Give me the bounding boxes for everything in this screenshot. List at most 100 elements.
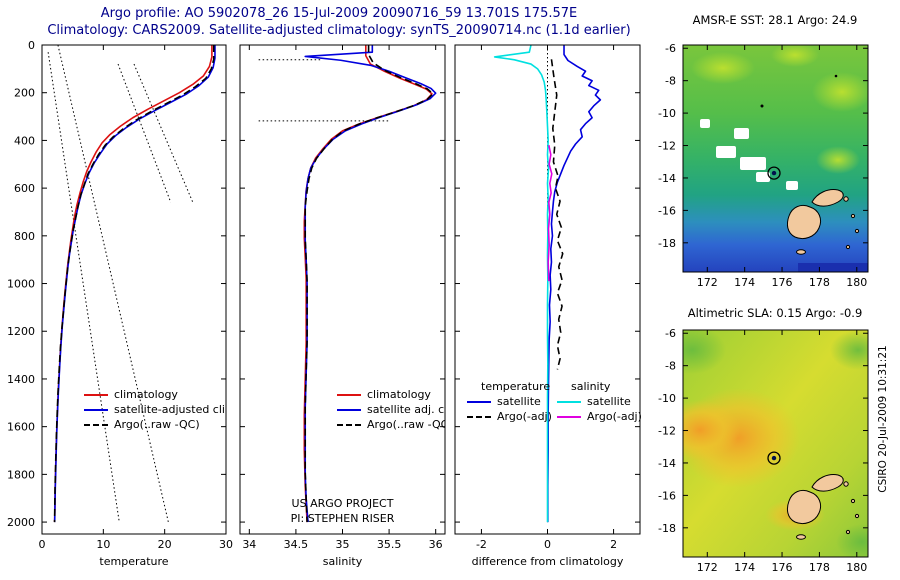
svg-text:10: 10	[96, 538, 110, 551]
legend-line-climatology	[84, 393, 108, 396]
sla-map-title: Altimetric SLA: 0.15 Argo: -0.9	[687, 306, 863, 320]
svg-text:-14: -14	[658, 172, 676, 185]
svg-text:1800: 1800	[7, 468, 35, 481]
project-note-line1: US ARGO PROJECT	[291, 497, 394, 510]
svg-text:400: 400	[14, 134, 35, 147]
cold-water-bar	[798, 263, 868, 272]
sst-map-title: AMSR-E SST: 28.1 Argo: 24.9	[692, 13, 858, 27]
svg-text:34: 34	[242, 538, 256, 551]
small-islands	[760, 74, 838, 108]
svg-text:2000: 2000	[7, 516, 35, 529]
svg-text:172: 172	[697, 276, 718, 289]
legend-header: salinity	[571, 380, 611, 393]
svg-text:178: 178	[809, 276, 830, 289]
legend-item: satellite	[467, 394, 552, 409]
legend-item: climatology	[84, 387, 226, 402]
project-note: US ARGO PROJECT PI: STEPHEN RISER	[240, 496, 445, 526]
sla-map-field	[683, 330, 868, 557]
svg-text:30: 30	[219, 538, 233, 551]
svg-text:0: 0	[544, 538, 551, 551]
legend-label: Argo(-adj)	[497, 410, 552, 423]
svg-text:180: 180	[846, 561, 867, 574]
svg-text:-18: -18	[658, 522, 676, 535]
legend-item: Argo(-adj)	[557, 409, 642, 424]
legend-line-temp-argo-adj	[467, 415, 491, 418]
svg-text:-10: -10	[658, 392, 676, 405]
legend-line-sal-argo-adj	[557, 415, 581, 418]
svg-text:0: 0	[39, 538, 46, 551]
legend-header: temperature	[481, 380, 551, 393]
svg-text:-2: -2	[476, 538, 487, 551]
svg-text:-18: -18	[658, 237, 676, 250]
svg-text:-8: -8	[665, 75, 676, 88]
svg-text:-12: -12	[658, 140, 676, 153]
legend-item: Argo(..raw -QC)	[337, 417, 445, 432]
salinity-legend: climatology satellite adj. clim. Argo(..…	[337, 387, 445, 432]
legend-item: Argo(..raw -QC)	[84, 417, 226, 432]
legend-label: Argo(..raw -QC)	[367, 418, 445, 431]
temperature-legend-clip: climatology satellite-adjusted climatolo…	[42, 45, 226, 534]
legend-item: satellite-adjusted climatology	[84, 402, 226, 417]
svg-text:salinity: salinity	[323, 555, 363, 568]
missing-data-patches	[700, 119, 798, 190]
legend-line-satellite-adj-clim	[337, 408, 361, 411]
svg-text:1600: 1600	[7, 421, 35, 434]
svg-text:1400: 1400	[7, 373, 35, 386]
svg-text:800: 800	[14, 230, 35, 243]
legend-line-temp-satellite	[467, 400, 491, 403]
legend-line-satellite-adjusted-climatology	[84, 408, 108, 411]
csiro-timestamp: CSIRO 20-Jul-2009 10:31:21	[877, 345, 889, 493]
legend-label: satellite	[587, 395, 631, 408]
legend-item: satellite adj. clim.	[337, 402, 445, 417]
legend-line-climatology	[337, 393, 361, 396]
salinity-legend-clip: climatology satellite adj. clim. Argo(..…	[240, 45, 445, 534]
svg-text:176: 176	[772, 276, 793, 289]
svg-text:-12: -12	[658, 425, 676, 438]
svg-text:difference from climatology: difference from climatology	[472, 555, 624, 568]
temperature-legend: climatology satellite-adjusted climatolo…	[84, 387, 226, 432]
legend-label: Argo(..raw -QC)	[114, 418, 200, 431]
svg-text:-6: -6	[665, 42, 676, 55]
svg-text:1000: 1000	[7, 278, 35, 291]
svg-text:2: 2	[610, 538, 617, 551]
svg-text:178: 178	[809, 561, 830, 574]
svg-text:200: 200	[14, 87, 35, 100]
legend-line-argo-raw	[84, 423, 108, 426]
legend-item: Argo(-adj)	[467, 409, 552, 424]
svg-text:1200: 1200	[7, 325, 35, 338]
svg-text:36: 36	[429, 538, 443, 551]
svg-text:20: 20	[158, 538, 172, 551]
legend-label: Argo(-adj)	[587, 410, 642, 423]
svg-text:-16: -16	[658, 489, 676, 502]
sst-map-field	[683, 45, 868, 272]
svg-text:174: 174	[734, 561, 755, 574]
legend-label: satellite adj. clim.	[367, 403, 445, 416]
figure-title-line2: Climatology: CARS2009. Satellite-adjuste…	[47, 23, 631, 38]
svg-text:-6: -6	[665, 327, 676, 340]
svg-text:600: 600	[14, 182, 35, 195]
difference-legend-temperature: temperature satellite Argo(-adj)	[467, 379, 552, 424]
svg-text:-14: -14	[658, 457, 676, 470]
project-note-line2: PI: STEPHEN RISER	[290, 512, 395, 525]
svg-text:-10: -10	[658, 107, 676, 120]
figure-title-line1: Argo profile: AO 5902078_26 15-Jul-2009 …	[100, 6, 578, 21]
legend-label: climatology	[367, 388, 431, 401]
svg-text:180: 180	[846, 276, 867, 289]
legend-item: climatology	[337, 387, 445, 402]
legend-line-argo-raw	[337, 423, 361, 426]
difference-legend-salinity: salinity satellite Argo(-adj)	[557, 379, 642, 424]
legend-item: satellite	[557, 394, 642, 409]
svg-text:34.5: 34.5	[284, 538, 309, 551]
svg-text:temperature: temperature	[99, 555, 168, 568]
svg-text:176: 176	[772, 561, 793, 574]
svg-text:-16: -16	[658, 204, 676, 217]
legend-label: climatology	[114, 388, 178, 401]
svg-text:174: 174	[734, 276, 755, 289]
legend-label: satellite	[497, 395, 541, 408]
legend-label: satellite-adjusted climatology	[114, 403, 226, 416]
legend-line-sal-satellite	[557, 400, 581, 403]
svg-text:-8: -8	[665, 360, 676, 373]
svg-text:0: 0	[28, 39, 35, 52]
